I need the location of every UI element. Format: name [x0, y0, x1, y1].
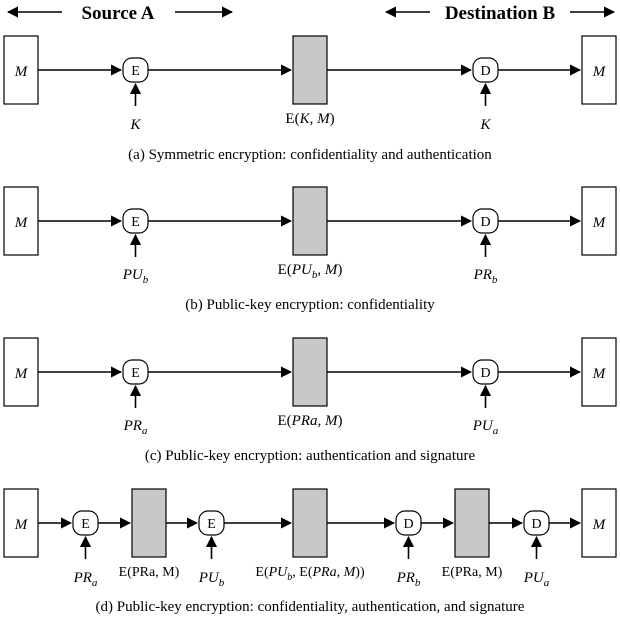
double-ciphertext-box — [292, 488, 328, 558]
panel-caption: (b) Public-key encryption: confidentiali… — [185, 297, 435, 313]
panel-a: M E D M K K E(K, M) (a) Symmetric encryp… — [3, 35, 617, 163]
plaintext-destination-label: M — [592, 366, 607, 382]
encryption-key-label: K — [129, 117, 141, 133]
decrypt-node-label: D — [403, 517, 413, 532]
plaintext-source-label: M — [14, 64, 29, 80]
plaintext-source-label: M — [14, 517, 29, 533]
plaintext-destination-box — [581, 186, 617, 256]
ciphertext-box — [292, 186, 328, 256]
decrypt-node-label: D — [480, 64, 490, 79]
encrypt-node-label: E — [81, 517, 90, 532]
panel-d: M E E D D M PRa PUb PRb PUa E(PRa, M) E(… — [3, 488, 617, 615]
ciphertext-box — [292, 337, 328, 407]
plaintext-destination-box — [581, 35, 617, 105]
source-label: Source A — [81, 3, 154, 24]
panel-c: M E D M PRa PUa E(PRa, M) (c) Public-key… — [3, 337, 617, 464]
plaintext-source-label: M — [14, 215, 29, 231]
signed-ciphertext-box — [131, 488, 167, 558]
decryption-key-label: PUa — [472, 418, 499, 437]
ciphertext-label: E(PRa, M) — [278, 413, 343, 429]
plaintext-destination-label: M — [592, 517, 607, 533]
ciphertext-box — [292, 35, 328, 105]
plaintext-source-box — [3, 35, 39, 105]
plaintext-destination-box — [581, 488, 617, 558]
ciphertext-label: E(PUb, E(PRa, M)) — [255, 565, 365, 583]
key-label: PUa — [523, 570, 550, 589]
plaintext-source-box — [3, 337, 39, 407]
encrypt-node-label: E — [131, 215, 140, 230]
plaintext-source-box — [3, 186, 39, 256]
header: Source A Destination B — [6, 3, 616, 24]
encrypt-node-label: E — [131, 366, 140, 381]
encrypt-node-label: E — [131, 64, 140, 79]
plaintext-destination-box — [581, 337, 617, 407]
plaintext-source-box — [3, 488, 39, 558]
ciphertext-label: E(PUb, M) — [278, 262, 343, 281]
recovered-signed-box — [454, 488, 490, 558]
decrypt-node-label: D — [480, 215, 490, 230]
key-label: PRa — [73, 570, 98, 589]
panel-caption: (a) Symmetric encryption: confidentialit… — [128, 147, 492, 163]
decrypt-node-label: D — [531, 517, 541, 532]
panel-b: M E D M PUb PRb E(PUb, M) (b) Public-key… — [3, 186, 617, 313]
plaintext-destination-label: M — [592, 64, 607, 80]
destination-label: Destination B — [445, 3, 556, 24]
key-label: PUb — [198, 570, 225, 589]
key-label: PRb — [396, 570, 421, 589]
ciphertext-label: E(PRa, M) — [442, 565, 503, 580]
encryption-key-label: PUb — [122, 267, 149, 286]
decryption-key-label: K — [479, 117, 491, 133]
plaintext-destination-label: M — [592, 215, 607, 231]
ciphertext-label: E(PRa, M) — [119, 565, 180, 580]
decryption-key-label: PRb — [473, 267, 498, 286]
plaintext-source-label: M — [14, 366, 29, 382]
encryption-key-label: PRa — [123, 418, 148, 437]
decrypt-node-label: D — [480, 366, 490, 381]
ciphertext-label: E(K, M) — [285, 111, 334, 127]
panel-caption: (d) Public-key encryption: confidentiali… — [96, 599, 525, 615]
panel-caption: (c) Public-key encryption: authenticatio… — [145, 448, 476, 464]
encrypt-node-label: E — [207, 517, 216, 532]
